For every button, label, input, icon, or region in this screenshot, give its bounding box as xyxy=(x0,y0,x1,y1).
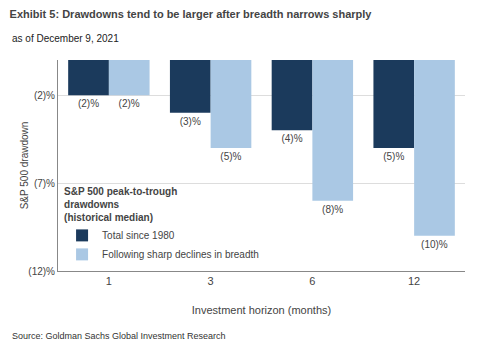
svg-text:(7)%: (7)% xyxy=(34,178,55,189)
svg-text:Total since 1980: Total since 1980 xyxy=(102,230,175,241)
svg-text:Investment horizon (months): Investment horizon (months) xyxy=(192,304,331,316)
svg-text:(2)%: (2)% xyxy=(34,90,55,101)
svg-text:(8)%: (8)% xyxy=(322,204,343,215)
svg-text:(3)%: (3)% xyxy=(180,116,201,127)
svg-text:(5)%: (5)% xyxy=(220,151,241,162)
svg-text:(10)%: (10)% xyxy=(421,239,448,250)
svg-text:1: 1 xyxy=(106,275,112,287)
svg-text:Source: Goldman Sachs Global I: Source: Goldman Sachs Global Investment … xyxy=(12,331,226,341)
svg-text:(5)%: (5)% xyxy=(383,151,404,162)
svg-text:(2)%: (2)% xyxy=(78,98,99,109)
svg-text:(2)%: (2)% xyxy=(119,98,140,109)
svg-text:S&P 500 peak-to-troughdrawdown: S&P 500 peak-to-troughdrawdowns(historic… xyxy=(64,186,177,223)
svg-text:as of December 9, 2021: as of December 9, 2021 xyxy=(12,33,119,44)
svg-text:6: 6 xyxy=(309,275,315,287)
svg-text:12: 12 xyxy=(408,275,420,287)
svg-text:(4)%: (4)% xyxy=(281,133,302,144)
svg-text:S&P 500 drawdown: S&P 500 drawdown xyxy=(19,122,30,210)
svg-text:3: 3 xyxy=(208,275,214,287)
svg-text:Following sharp declines in br: Following sharp declines in breadth xyxy=(102,249,259,260)
svg-text:(12)%: (12)% xyxy=(28,266,55,277)
svg-text:Exhibit 5: Drawdowns tend to b: Exhibit 5: Drawdowns tend to be larger a… xyxy=(10,8,373,20)
